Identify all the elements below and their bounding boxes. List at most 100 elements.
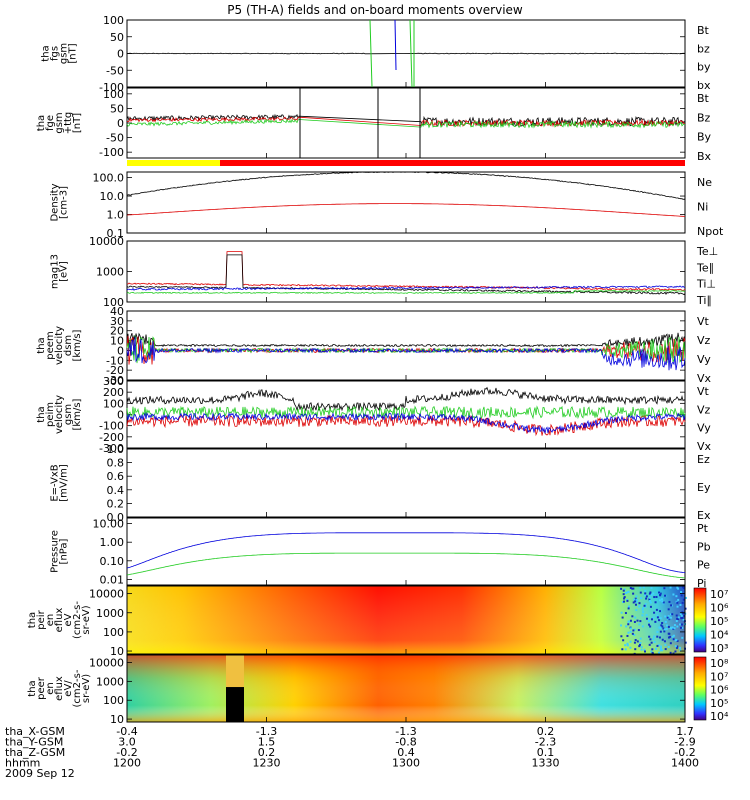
ion-spectrogram-speckle bbox=[627, 620, 630, 623]
x-axis-row-value: 1300 bbox=[392, 757, 420, 770]
ion-spectrogram-speckle bbox=[653, 611, 656, 614]
ion-spectrogram-speckle bbox=[666, 616, 669, 619]
ion-spectrogram-speckle bbox=[633, 628, 636, 631]
y-axis-label: [nPa] bbox=[59, 538, 70, 564]
y-tick-label: 1.0 bbox=[107, 209, 125, 222]
ion-spectrogram-speckle bbox=[661, 638, 664, 641]
ion-spectrogram-speckle bbox=[676, 617, 679, 620]
ion-spectrogram-speckle bbox=[627, 605, 630, 608]
trace-pe bbox=[126, 552, 686, 579]
ion-spectrogram-speckle bbox=[626, 634, 629, 637]
y-tick-label: -100 bbox=[99, 81, 124, 94]
ion-spectrogram-speckle bbox=[625, 625, 628, 628]
y-tick-label: 100 bbox=[103, 14, 124, 27]
ion-spectrogram-speckle bbox=[676, 645, 679, 648]
ion-spectrogram-speckle bbox=[670, 604, 673, 607]
y-tick-label: 200 bbox=[103, 386, 124, 399]
x-axis-date: 2009 Sep 12 bbox=[5, 767, 75, 780]
ion-spectrogram-speckle bbox=[635, 599, 638, 602]
y-tick-label: 1.0 bbox=[107, 443, 125, 456]
ion-spectrogram-speckle bbox=[669, 635, 672, 638]
y-axis-label: [nT] bbox=[68, 43, 79, 63]
ion-spectrogram-speckle bbox=[654, 601, 657, 604]
y-axis-label: mag13 bbox=[50, 254, 61, 289]
y-tick-label: -50 bbox=[106, 64, 124, 77]
y-axis-label: [km/s] bbox=[72, 329, 83, 361]
ion-spectrogram-speckle bbox=[683, 614, 686, 617]
ion-spectrogram-speckle bbox=[650, 593, 653, 596]
y-axis-label: eV bbox=[63, 613, 74, 626]
ion-spectrogram-speckle bbox=[631, 615, 634, 618]
legend-entry: Npot bbox=[697, 225, 724, 238]
ion-spectrogram-speckle bbox=[638, 645, 641, 648]
colorbar-label: 10⁷ bbox=[710, 670, 728, 683]
y-tick-label: -300 bbox=[99, 442, 124, 455]
ion-spectrogram-speckle bbox=[659, 647, 662, 650]
ion-spectrogram-speckle bbox=[664, 615, 667, 618]
ion-spectrogram-speckle bbox=[656, 644, 659, 647]
y-axis-label: en bbox=[45, 614, 56, 627]
ion-spectrogram-speckle bbox=[627, 590, 630, 593]
y-tick-label: -100 bbox=[99, 420, 124, 433]
ion-spectrogram-speckle bbox=[632, 601, 635, 604]
ion-spectrogram-speckle bbox=[642, 586, 645, 589]
y-tick-label: 10.00 bbox=[93, 518, 125, 531]
ion-spectrogram-speckle bbox=[626, 642, 629, 645]
x-axis-row-value: -0.8 bbox=[395, 736, 416, 749]
y-tick-label: 100 bbox=[103, 397, 124, 410]
colorbar-label: 10⁷ bbox=[710, 588, 728, 601]
ion-spectrogram-speckle bbox=[623, 597, 626, 600]
ion-spectrogram-speckle bbox=[647, 619, 650, 622]
y-tick-label: -20 bbox=[106, 364, 124, 377]
ion-spectrogram-speckle bbox=[676, 646, 679, 649]
ion-spectrogram-speckle bbox=[674, 650, 677, 653]
y-axis-label: [km/s] bbox=[72, 398, 83, 430]
x-axis-row-value: 0.4 bbox=[397, 746, 415, 759]
ion-spectrogram-speckle bbox=[622, 589, 625, 592]
ion-spectrogram-speckle bbox=[620, 611, 623, 614]
y-tick-label: -100 bbox=[99, 146, 124, 159]
ion-spectrogram-speckle bbox=[636, 619, 639, 622]
ion-spectrogram-speckle bbox=[634, 597, 637, 600]
y-axis-label: [nT] bbox=[72, 113, 83, 133]
y-tick-label: 0 bbox=[117, 117, 124, 130]
ion-spectrogram-speckle bbox=[649, 605, 652, 608]
y-tick-label: 10 bbox=[110, 335, 124, 348]
ion-spectrogram-speckle bbox=[659, 594, 662, 597]
ion-spectrogram-speckle bbox=[684, 607, 687, 610]
ion-spectrogram-speckle bbox=[680, 623, 683, 626]
legend-entry: Vz bbox=[697, 334, 711, 347]
legend-entry: Vt bbox=[697, 315, 710, 328]
ion-spectrogram-speckle bbox=[675, 638, 678, 641]
ion-spectrogram-speckle bbox=[639, 586, 642, 589]
ion-spectrogram-speckle bbox=[676, 639, 679, 642]
ion-spectrogram-speckle bbox=[682, 598, 685, 601]
ion-spectrogram-shade bbox=[127, 586, 685, 654]
trace-vx bbox=[126, 336, 686, 371]
status-bar-red bbox=[220, 160, 685, 166]
y-tick-label: -200 bbox=[99, 431, 124, 444]
ion-spectrogram-speckle bbox=[669, 586, 672, 589]
ion-spectrogram-speckle bbox=[667, 615, 670, 618]
ion-spectrogram-speckle bbox=[632, 592, 635, 595]
x-axis-row-value: -2.9 bbox=[674, 736, 695, 749]
ion-spectrogram-speckle bbox=[643, 594, 646, 597]
legend-entry: Bz bbox=[697, 111, 711, 124]
ion-spectrogram-speckle bbox=[675, 620, 678, 623]
ion-spectrogram-speckle bbox=[669, 613, 672, 616]
ion-colorbar bbox=[693, 587, 707, 653]
ion-spectrogram-speckle bbox=[648, 635, 651, 638]
y-tick-label: 0.01 bbox=[100, 573, 125, 586]
ion-spectrogram-speckle bbox=[620, 635, 623, 638]
y-tick-label: 100 bbox=[103, 296, 124, 309]
ion-spectrogram-speckle bbox=[676, 601, 679, 604]
ion-spectrogram-speckle bbox=[644, 603, 647, 606]
ion-spectrogram-speckle bbox=[661, 600, 664, 603]
ion-spectrogram-speckle bbox=[624, 644, 627, 647]
y-tick-label: 0 bbox=[117, 409, 124, 422]
ion-spectrogram-speckle bbox=[680, 617, 683, 620]
colorbar-label: 10⁵ bbox=[710, 615, 728, 628]
y-axis-label: velocity bbox=[54, 326, 65, 365]
y-tick-label: 10.0 bbox=[100, 190, 125, 203]
trace-vx bbox=[126, 412, 686, 434]
